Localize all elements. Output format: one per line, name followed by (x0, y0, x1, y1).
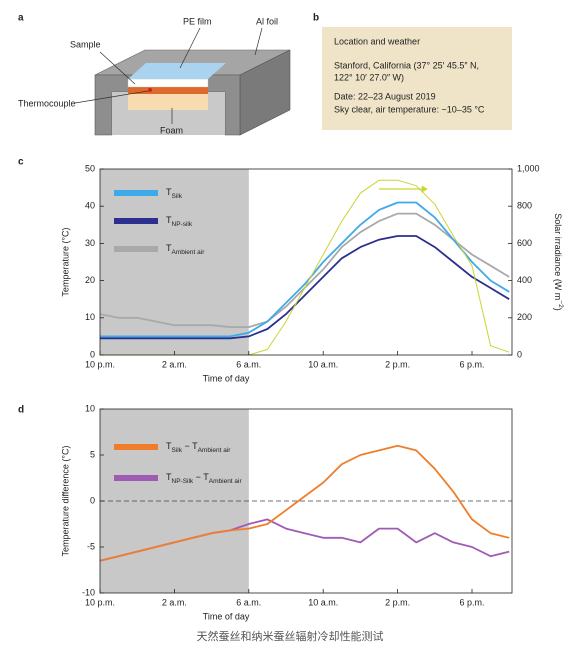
x-tick-label: 6 p.m. (460, 597, 485, 607)
y2-tick-label: 600 (517, 238, 532, 248)
label-text: − T (193, 472, 209, 482)
label-text: Solar irradiance (W m (553, 213, 563, 300)
y-tick-label: 5 (90, 449, 95, 459)
label-text: T (166, 243, 172, 253)
plot-frame (99, 168, 513, 356)
y2-tick-label: 200 (517, 312, 532, 322)
label-subscript: Ambient air (209, 478, 243, 485)
x-tick-label: 2 a.m. (162, 597, 187, 607)
axis-arrow-head (421, 185, 428, 193)
y-tick-label: 0 (90, 495, 95, 505)
label-subscript: Silk (172, 193, 183, 200)
y-tick-label: 40 (85, 201, 95, 211)
y-tick-label: 50 (85, 163, 95, 173)
x-tick-label: 2 p.m. (385, 597, 410, 607)
label-text: T (166, 441, 172, 451)
y-axis-label: Temperature difference (°C) (60, 446, 70, 557)
label-al-foil: Al foil (256, 16, 278, 26)
label-subscript: NP-silk (172, 221, 193, 228)
label-subscript: −2 (557, 300, 564, 308)
panel-letter: a (18, 13, 24, 24)
y-tick-label: 30 (85, 238, 95, 248)
panel-letter: b (313, 13, 319, 24)
label-pe-film: PE film (183, 16, 212, 26)
info-box (322, 27, 512, 130)
label-text: − T (182, 441, 198, 451)
y-tick-label: -10 (82, 587, 95, 597)
label-subscript: Ambient air (172, 249, 206, 256)
series-line (100, 235, 510, 340)
label-subscript: NP-Silk (172, 478, 194, 485)
night-shade (100, 169, 249, 355)
label-text: ) (553, 308, 563, 311)
x-tick-label: 10 a.m. (308, 359, 338, 369)
x-tick-label: 2 p.m. (385, 359, 410, 369)
label-sample: Sample (70, 39, 101, 49)
label-text: T (166, 472, 172, 482)
x-tick-label: 6 a.m. (236, 597, 261, 607)
label-text: T (166, 215, 172, 225)
label-subscript: Silk (172, 447, 183, 454)
x-tick-label: 10 p.m. (85, 359, 115, 369)
y2-tick-label: 0 (517, 349, 522, 359)
y2-tick-label: 800 (517, 201, 532, 211)
y-tick-label: -5 (87, 541, 95, 551)
x-tick-label: 10 p.m. (85, 597, 115, 607)
x-tick-label: 6 a.m. (236, 359, 261, 369)
info-line: Sky clear, air temperature: ~10–35 °C (334, 104, 485, 114)
label-text: T (166, 187, 172, 197)
y2-tick-label: 400 (517, 275, 532, 285)
x-tick-label: 10 a.m. (308, 597, 338, 607)
legend-label: TAmbient air (166, 243, 205, 256)
y2-tick-label: 1,000 (517, 163, 540, 173)
info-title: Location and weather (334, 36, 420, 46)
y-tick-label: 10 (85, 312, 95, 322)
legend-label: TSilk (166, 187, 183, 200)
schematic (74, 27, 291, 136)
y-tick-label: 20 (85, 275, 95, 285)
legend-label: TNP-Silk − TAmbient air (166, 472, 242, 485)
label-foam: Foam (160, 125, 183, 135)
info-line: Date: 22–23 August 2019 (334, 91, 436, 101)
label-thermocouple: Thermocouple (18, 98, 76, 108)
panel-letter: c (18, 157, 24, 168)
y2-axis-label: Solar irradiance (W m−2) (553, 213, 564, 310)
legend-label: TSilk − TAmbient air (166, 441, 231, 454)
panel-letter: d (18, 405, 24, 416)
y-axis-label: Temperature (°C) (60, 227, 70, 296)
x-axis-label: Time of day (203, 373, 250, 383)
y-tick-label: 0 (90, 349, 95, 359)
label-subscript: Ambient air (198, 447, 232, 454)
x-tick-label: 6 p.m. (460, 359, 485, 369)
legend-label: TNP-silk (166, 215, 193, 228)
y-tick-label: 10 (85, 403, 95, 413)
x-tick-label: 2 a.m. (162, 359, 187, 369)
x-axis-label: Time of day (203, 611, 250, 621)
series-line (100, 201, 510, 338)
series-line (99, 444, 510, 562)
caption: 天然蚕丝和纳米蚕丝辐射冷却性能测试 (197, 629, 384, 643)
info-line: Stanford, California (37° 25′ 45.5″ N, (334, 60, 479, 70)
info-line: 122° 10′ 27.0″ W) (334, 72, 404, 82)
